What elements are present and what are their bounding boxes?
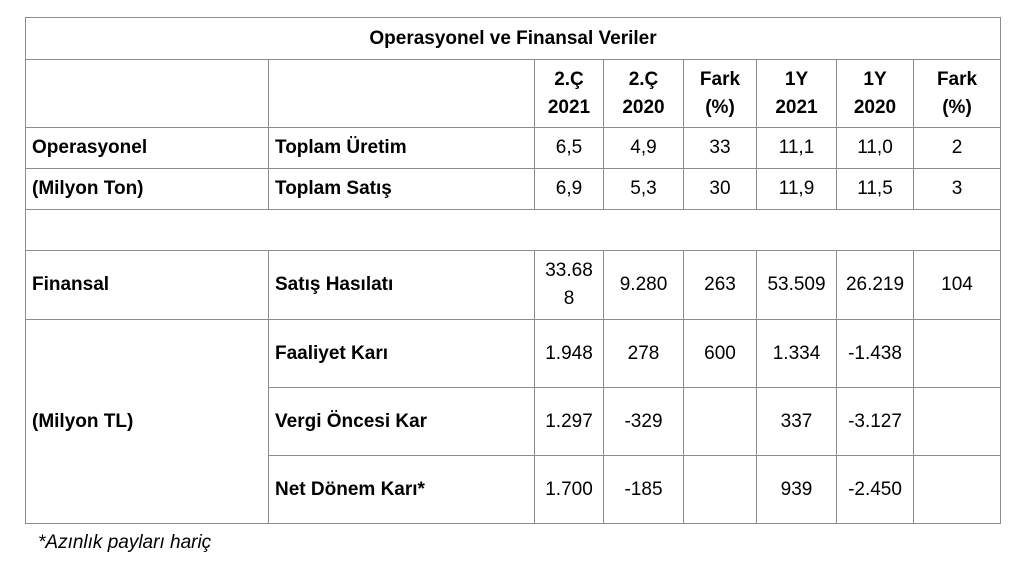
row-name: Faaliyet Karı: [268, 319, 535, 388]
cell-value: 3: [912, 168, 1002, 210]
cell-value: 33: [683, 127, 757, 169]
cell-value: [912, 387, 1002, 456]
section-unit-label: (Milyon TL): [25, 319, 269, 524]
cell-value: 939: [756, 455, 837, 524]
column-header: 2.Ç 2021: [534, 59, 604, 128]
cell-value: 11,5: [836, 168, 914, 210]
row-name: Toplam Üretim: [268, 127, 535, 169]
cell-value: 263: [683, 250, 757, 320]
table-row: (Milyon TL) Faaliyet Karı 1.948 278 600 …: [25, 319, 1002, 524]
spacer-cell: [24, 209, 1002, 251]
cell-value: [683, 455, 757, 524]
table-row: Finansal Satış Hasılatı 33.688 9.280 263…: [25, 250, 1002, 320]
cell-value: [912, 319, 1002, 388]
cell-value: 11,1: [756, 127, 837, 169]
cell-value: 33.688: [534, 250, 604, 320]
section-label: Operasyonel: [25, 127, 269, 169]
column-header: 2.Ç 2020: [603, 59, 684, 128]
cell-value: 11,0: [836, 127, 914, 169]
row-name: Toplam Satış: [268, 168, 535, 210]
table-row: Vergi Öncesi Kar 1.297 -329 337 -3.127: [26, 387, 1002, 456]
cell-value: [683, 387, 757, 456]
row-name: Vergi Öncesi Kar: [268, 387, 535, 456]
column-header: Fark (%): [912, 59, 1002, 128]
cell-value: 6,5: [534, 127, 604, 169]
cell-value: 53.509: [756, 250, 837, 320]
cell-value: 600: [683, 319, 757, 388]
section-label: Finansal: [25, 250, 269, 320]
cell-value: 337: [756, 387, 837, 456]
row-name: Satış Hasılatı: [268, 250, 535, 320]
header-row: 2.Ç 2021 2.Ç 2020 Fark (%) 1Y 2021 1Y 2020 Fa…: [25, 59, 1002, 128]
cell-value: 11,9: [756, 168, 837, 210]
cell-value: 278: [603, 319, 684, 388]
cell-value: 1.334: [756, 319, 837, 388]
cell-value: 4,9: [603, 127, 684, 169]
cell-value: 1.948: [534, 319, 604, 388]
header-empty-cell: [25, 59, 269, 128]
section-unit-label: (Milyon Ton): [25, 168, 269, 210]
cell-value: 104: [912, 250, 1002, 320]
cell-value: -185: [603, 455, 684, 524]
cell-value: -3.127: [836, 387, 914, 456]
footnote: *Azınlık payları hariç: [38, 532, 212, 553]
cell-value: 9.280: [603, 250, 684, 320]
cell-value: 2: [912, 127, 1002, 169]
cell-value: -1.438: [836, 319, 914, 388]
financial-data-table: Operasyonel ve Finansal Veriler 2.Ç 2021 …: [24, 17, 1002, 524]
table-row: Net Dönem Karı* 1.700 -185 939 -2.450: [26, 455, 1002, 524]
cell-value: -2.450: [836, 455, 914, 524]
cell-value: 1.700: [534, 455, 604, 524]
row-name: Net Dönem Karı*: [268, 455, 535, 524]
cell-value: 5,3: [603, 168, 684, 210]
header-empty-cell: [268, 59, 535, 128]
table-row: Operasyonel Toplam Üretim 6,5 4,9 33 11,…: [25, 127, 1002, 169]
cell-value: 26.219: [836, 250, 914, 320]
cell-value: 6,9: [534, 168, 604, 210]
spacer-row: [24, 209, 1002, 251]
column-header: 1Y 2020: [836, 59, 914, 128]
table-row: (Milyon Ton) Toplam Satış 6,9 5,3 30 11,…: [25, 168, 1002, 210]
column-header: Fark (%): [683, 59, 757, 128]
cell-value: -329: [603, 387, 684, 456]
cell-value: 30: [683, 168, 757, 210]
column-header: 1Y 2021: [756, 59, 837, 128]
cell-value: 1.297: [534, 387, 604, 456]
cell-value: [912, 455, 1002, 524]
table-title: Operasyonel ve Finansal Veriler: [24, 17, 1002, 60]
